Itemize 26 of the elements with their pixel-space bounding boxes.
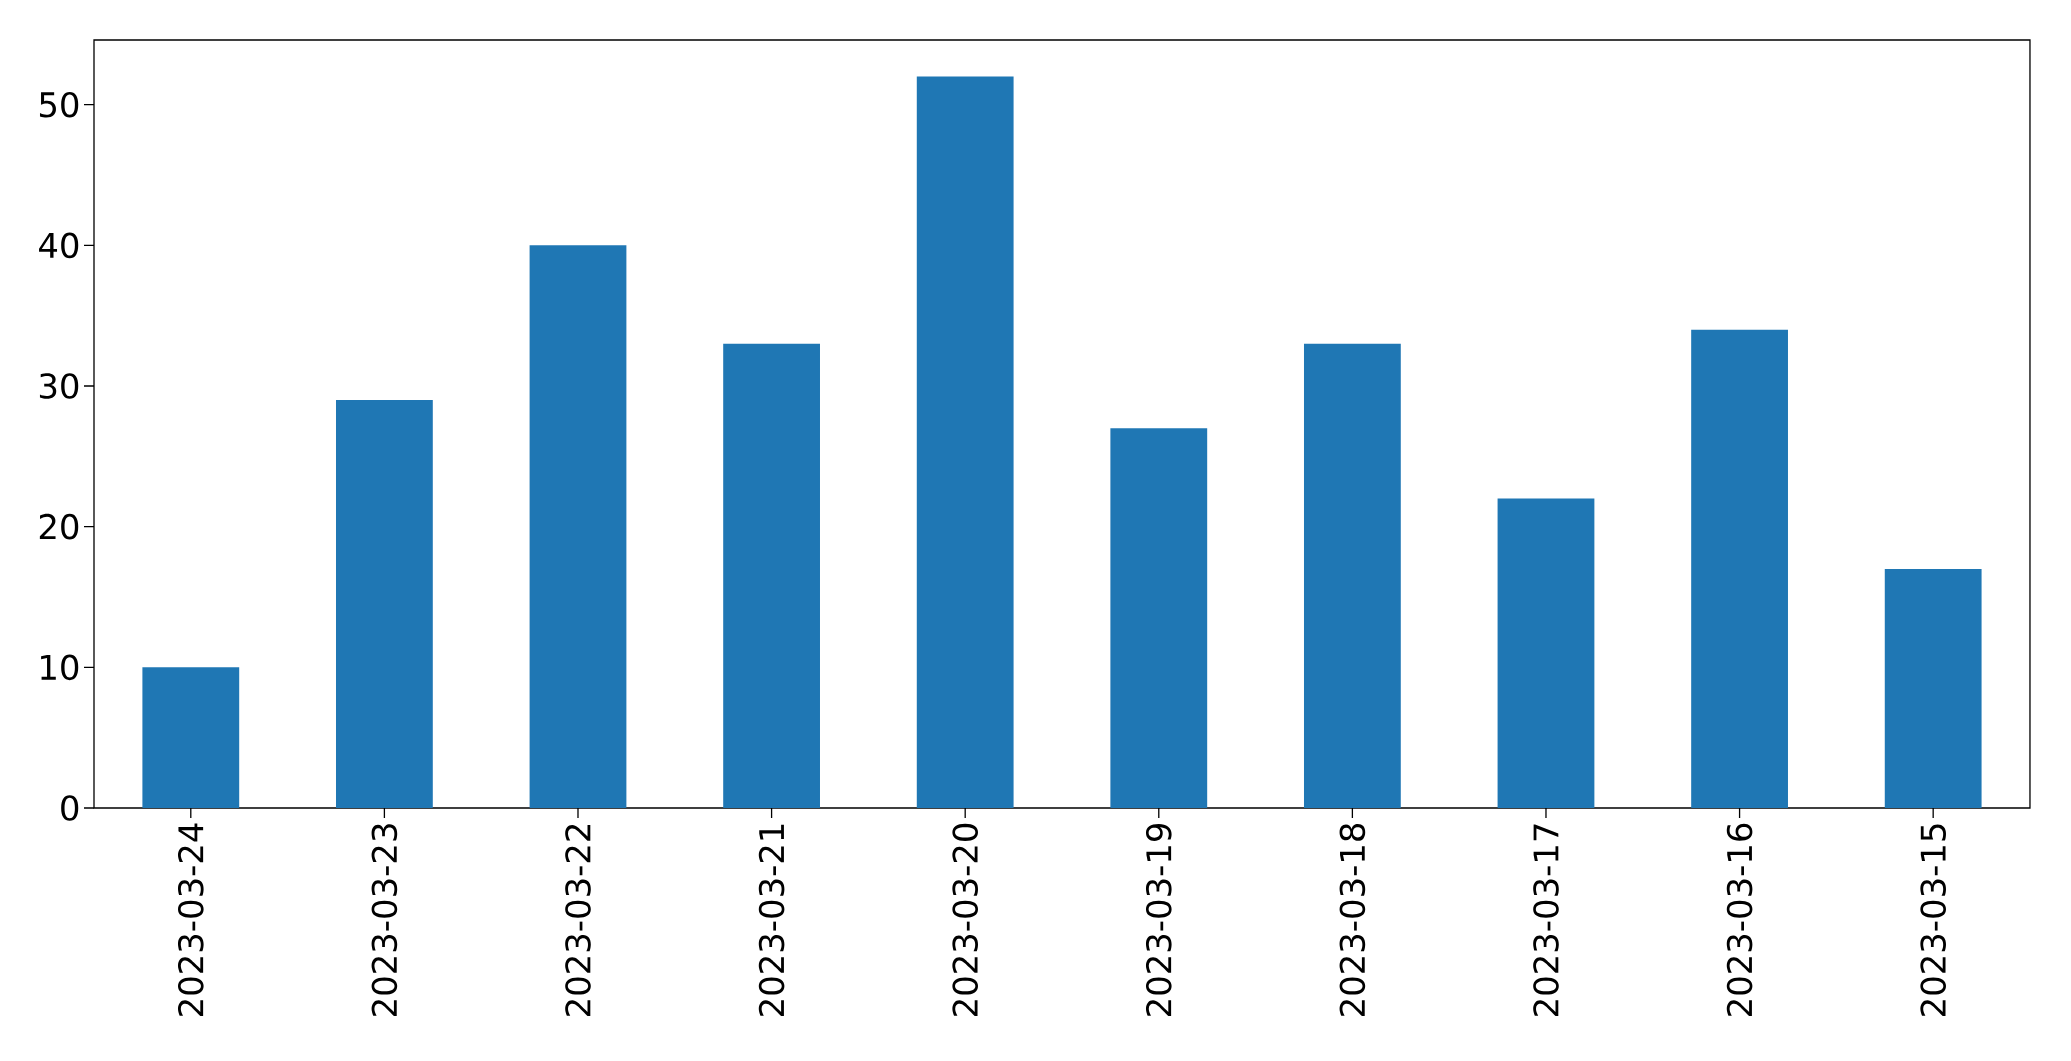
y-tick-label: 20 <box>39 513 79 540</box>
y-tick-label: 30 <box>39 373 79 399</box>
bar <box>916 76 1014 808</box>
x-tick-label: 2023-03-20 <box>952 823 978 1016</box>
y-tick-label: 50 <box>39 91 79 118</box>
x-tick-label: 2023-03-22 <box>565 824 591 1016</box>
x-tick-label: 2023-03-19 <box>1145 823 1172 1016</box>
bar <box>1303 343 1401 808</box>
bar <box>336 400 433 808</box>
x-tick-label: 2023-03-21 <box>758 824 785 1016</box>
bar <box>1497 498 1595 808</box>
x-tick-label: 2023-03-16 <box>1726 823 1753 1016</box>
x-tick-label: 2023-03-15 <box>1920 824 1946 1016</box>
y-tick-label: 40 <box>39 232 79 259</box>
y-tick-label: 0 <box>61 795 79 821</box>
y-tick-label: 10 <box>41 654 79 681</box>
bar <box>1110 428 1208 808</box>
bar <box>529 245 627 808</box>
bar <box>1691 329 1788 808</box>
bar <box>723 343 820 808</box>
x-tick-label: 2023-03-24 <box>177 823 204 1016</box>
x-tick-label: 2023-03-18 <box>1339 823 1366 1016</box>
bar <box>142 667 240 808</box>
bar <box>1884 568 1982 808</box>
x-tick-label: 2023-03-23 <box>371 824 398 1016</box>
x-tick-label: 2023-03-17 <box>1533 824 1559 1016</box>
